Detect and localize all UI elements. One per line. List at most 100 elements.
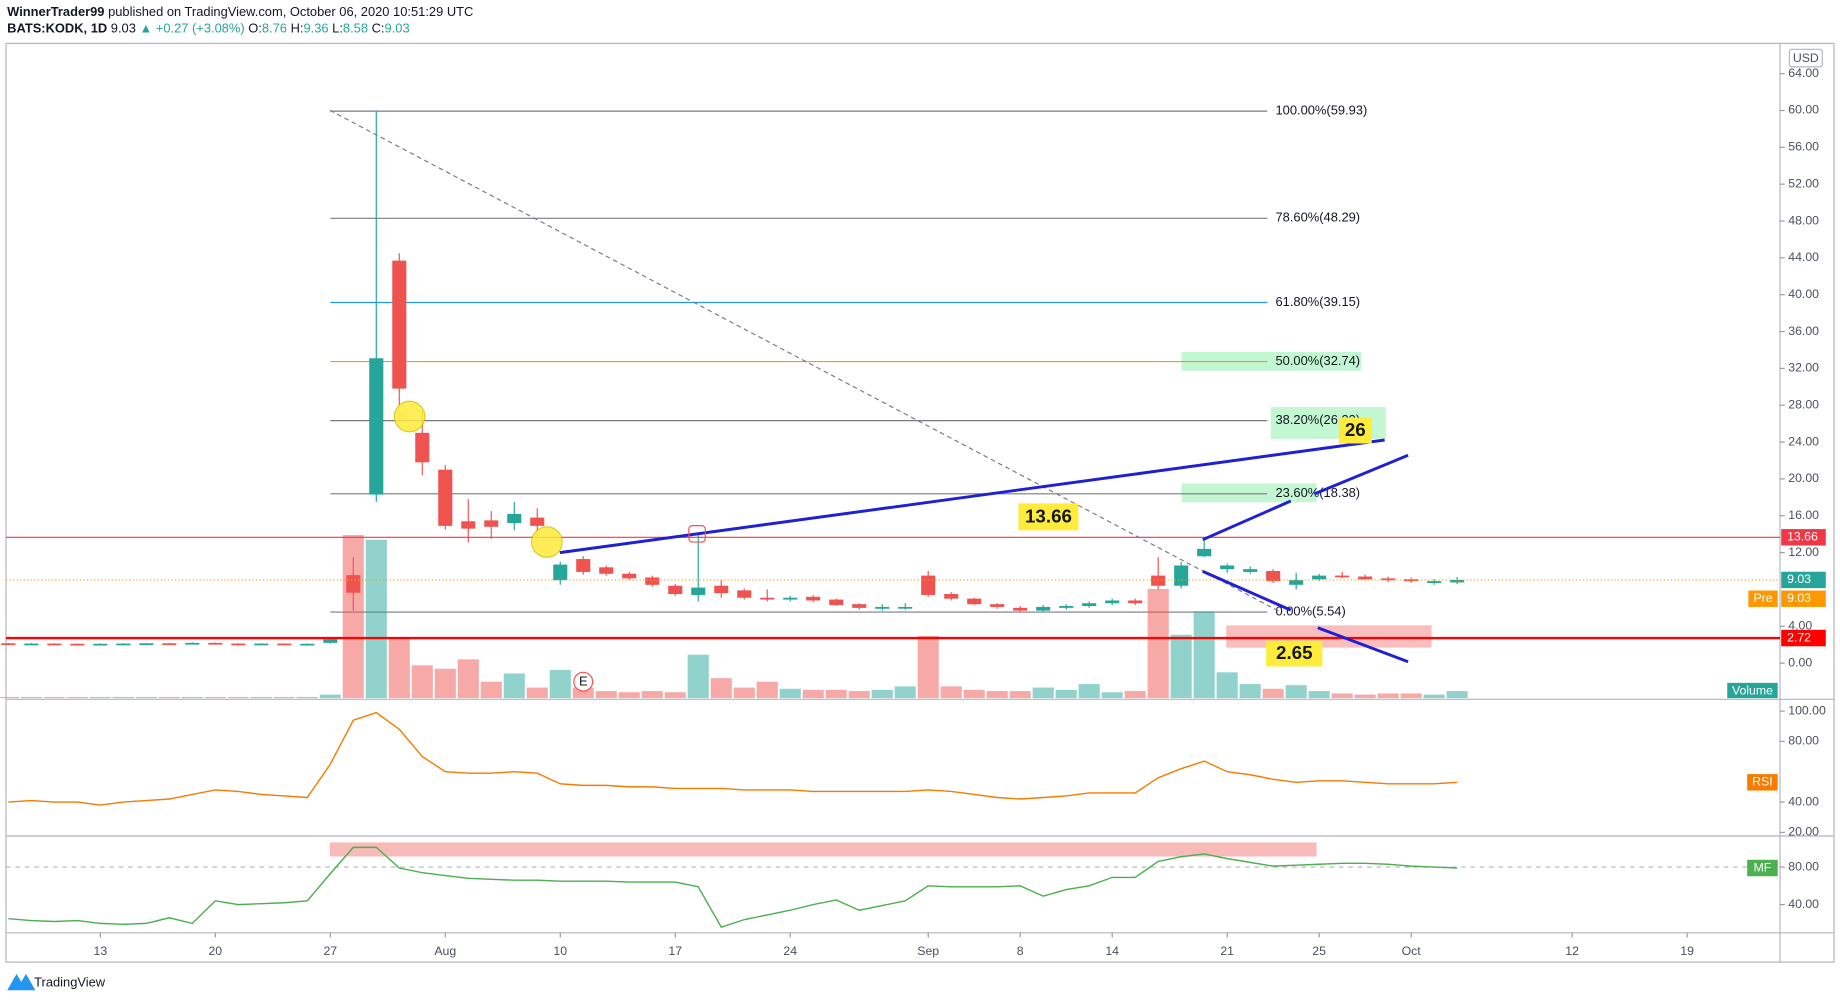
highlight-box	[1181, 351, 1362, 371]
candle-body	[415, 432, 430, 463]
candle-body	[599, 567, 614, 574]
fib-label: 100.00%(59.93)	[1276, 103, 1368, 118]
volume-bar	[710, 678, 732, 699]
trendline	[559, 438, 1385, 555]
earnings-circle	[573, 671, 594, 692]
y-tick-label: 40.00	[1788, 897, 1819, 911]
ohlc-value: 8.58	[343, 21, 368, 36]
pre-market-tag	[1748, 590, 1778, 607]
volume-bar	[204, 696, 226, 699]
volume-bar	[89, 696, 111, 699]
ohlc-key: L:	[332, 21, 343, 36]
candle-body	[944, 594, 959, 599]
y-tick-label: 48.00	[1788, 213, 1819, 227]
legend-box	[1747, 859, 1778, 877]
candle-body	[346, 575, 361, 593]
volume-bar	[1055, 689, 1077, 699]
volume-bar	[319, 694, 341, 699]
volume-bar	[43, 696, 65, 699]
candle-body	[1105, 600, 1120, 604]
x-tick-label: 10	[553, 944, 567, 958]
y-tick-label: 36.00	[1788, 324, 1819, 338]
x-tick-label: 27	[323, 944, 337, 958]
volume-bar	[112, 696, 134, 699]
candle-body	[806, 596, 821, 601]
candle-body	[921, 575, 936, 595]
ohlc-value: 9.03	[385, 21, 410, 36]
volume-bar	[1446, 691, 1468, 699]
fib-trend	[329, 109, 1280, 612]
y-tick-label: 32.00	[1788, 361, 1819, 375]
volume-bar	[1308, 691, 1330, 699]
volume-bar	[250, 696, 272, 699]
volume-bar	[181, 696, 203, 699]
y-tick-label: 64.00	[1788, 66, 1819, 80]
volume-bar	[894, 686, 916, 699]
candle-body	[484, 520, 499, 527]
candle-body	[323, 639, 338, 643]
candle-body	[369, 358, 384, 495]
fib-label: 78.60%(48.29)	[1276, 210, 1361, 225]
candle-body	[1289, 580, 1304, 585]
y-tick-label: 60.00	[1788, 103, 1819, 117]
annotation: 13.66	[1025, 505, 1072, 526]
candle-body	[1220, 565, 1235, 570]
fib-label: 0.00%(5.54)	[1276, 603, 1346, 618]
candle-body	[24, 643, 39, 646]
y-tick-label: 100.00	[1788, 703, 1826, 717]
x-tick-label: Oct	[1402, 944, 1422, 958]
candle-body	[300, 643, 315, 646]
candle-body	[1013, 607, 1028, 611]
annotation: 26	[1345, 419, 1366, 440]
volume-bar	[480, 681, 502, 699]
price-label: 13.66	[1787, 530, 1818, 544]
x-tick-label: 8	[1017, 944, 1024, 958]
volume-bar	[1078, 684, 1100, 699]
ohlc-key: H:	[291, 21, 304, 36]
annotation: 2.65	[1276, 642, 1313, 663]
volume-bar	[572, 687, 594, 699]
legend-box	[1727, 682, 1778, 699]
highlight-box	[1226, 625, 1432, 648]
change: ▲ +0.27 (+3.08%)	[139, 21, 244, 36]
trendlines	[559, 438, 1409, 664]
candle-body	[737, 590, 752, 598]
x-tick-label: 25	[1312, 944, 1326, 958]
volume-bar	[549, 669, 571, 699]
candle-body	[277, 643, 292, 646]
candle-body	[1358, 576, 1373, 580]
volume-bar	[733, 687, 755, 699]
author: WinnerTrader99	[7, 4, 104, 19]
candle-body	[990, 604, 1005, 607]
indicator-line	[8, 846, 1458, 928]
volume-bar	[158, 696, 180, 699]
price-label-box	[1781, 529, 1826, 546]
ohlc-key: C:	[372, 21, 385, 36]
header-line: WinnerTrader99 published on TradingView.…	[7, 4, 473, 19]
plot: 64.00 60.00 56.00 52.00 48.00 44.00 40.00 36.00…	[0, 66, 1826, 958]
candle-body	[898, 606, 913, 609]
volume-bar	[1239, 684, 1261, 699]
candle-body	[1, 643, 16, 646]
candle-body	[231, 643, 246, 646]
trendline	[1313, 453, 1409, 496]
volume-bar	[986, 691, 1008, 699]
price-label-box	[1781, 629, 1826, 647]
candle-body	[576, 559, 591, 572]
candle-body	[967, 598, 982, 605]
y-tick-label: 40.00	[1788, 287, 1819, 301]
price-label: 2.72	[1787, 630, 1811, 644]
y-tick-label: 56.00	[1788, 140, 1819, 154]
candle-body	[875, 606, 890, 609]
candle-body	[691, 587, 706, 595]
symbol-line: BATS:KODK, 1D 9.03 ▲ +0.27 (+3.08%) O:8.…	[7, 21, 409, 36]
volume-bar	[1193, 611, 1215, 699]
volume-bar	[1009, 691, 1031, 699]
volume-bar	[618, 692, 640, 699]
candle-body	[93, 643, 108, 646]
candle-body	[139, 643, 154, 646]
volume-bar	[940, 686, 962, 699]
highlight-box	[329, 842, 1317, 857]
candle-body	[553, 564, 568, 581]
